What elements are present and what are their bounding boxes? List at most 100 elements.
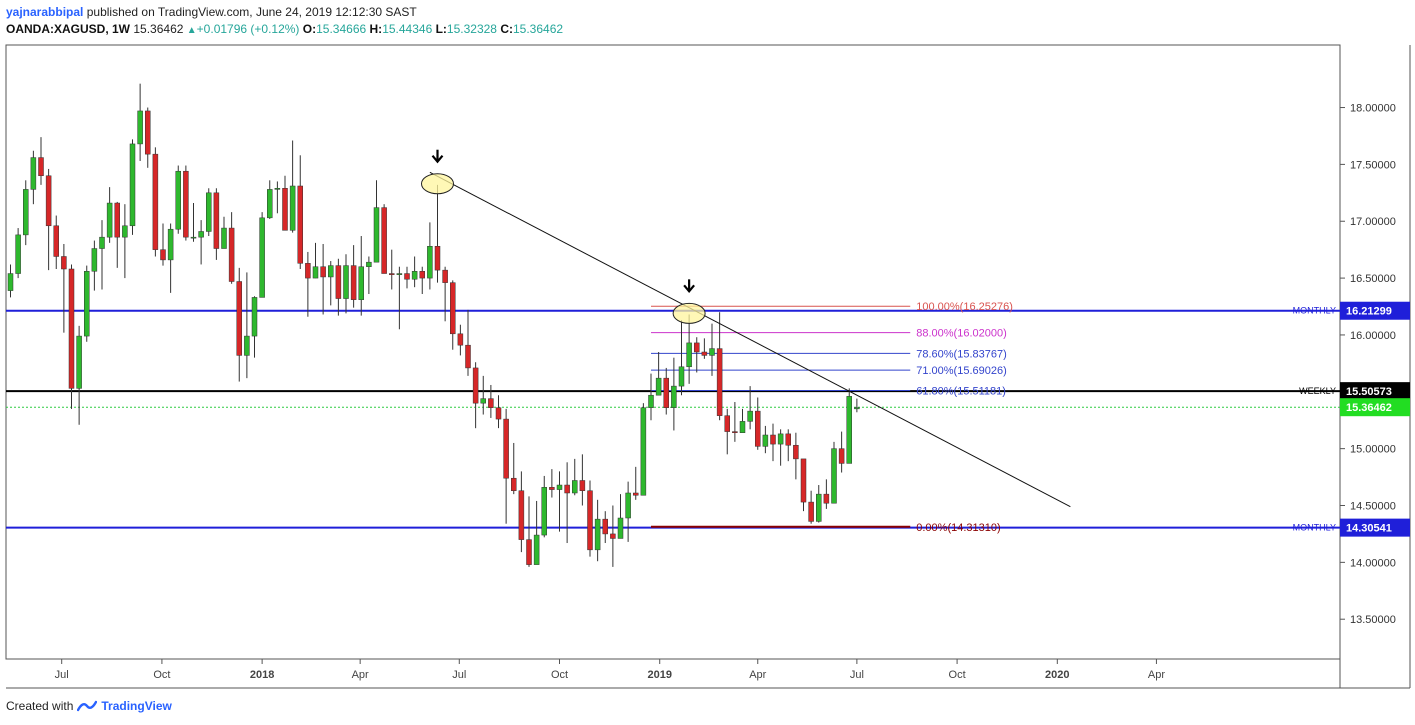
candle-body bbox=[671, 385, 677, 408]
candle-body bbox=[23, 189, 29, 236]
candle-body bbox=[533, 534, 540, 565]
candle-body bbox=[480, 398, 486, 404]
candle-body bbox=[854, 407, 860, 410]
candle-body bbox=[602, 518, 608, 535]
candle-body bbox=[198, 231, 204, 238]
candle-body bbox=[747, 410, 753, 422]
candle-body bbox=[129, 143, 136, 227]
candle-body bbox=[68, 268, 75, 389]
price-axis[interactable]: 18.00000 17.50000 17.00000 16.50000 16.00000… bbox=[1340, 103, 1396, 627]
fibonacci-retracement[interactable]: 100.00%(16.25276) 88.00%(16.02000) 78.60%(… bbox=[651, 301, 1013, 534]
trend-line[interactable] bbox=[429, 171, 1071, 508]
fib-level-label: 78.60%(15.83767) bbox=[916, 348, 1007, 360]
candle-body bbox=[206, 192, 212, 232]
candlestick-series bbox=[7, 83, 860, 567]
candle-body bbox=[30, 157, 37, 190]
y-tick-label: 13.50000 bbox=[1350, 614, 1396, 626]
candle-body bbox=[343, 265, 349, 299]
symbol-label: OANDA:XAGUSD, 1W bbox=[6, 22, 131, 36]
candle-body bbox=[457, 333, 464, 346]
current-price-label: 15.36462 bbox=[1346, 402, 1392, 414]
x-tick-label: 2020 bbox=[1045, 669, 1069, 681]
candle-body bbox=[785, 433, 791, 446]
candle-body bbox=[366, 261, 372, 267]
candle-body bbox=[427, 246, 433, 279]
monthly-price-tag bbox=[1340, 301, 1410, 320]
trend-drawings[interactable] bbox=[421, 149, 1071, 508]
candle-body bbox=[274, 188, 281, 190]
x-tick-label: 2018 bbox=[250, 669, 274, 681]
candle-body bbox=[732, 431, 738, 433]
chart-header: yajnarabbipal published on TradingView.c… bbox=[6, 4, 563, 39]
candle-body bbox=[808, 501, 814, 522]
candle-body bbox=[38, 157, 44, 177]
y-tick-label: 16.50000 bbox=[1350, 273, 1396, 285]
candle-body bbox=[160, 249, 166, 261]
up-triangle-icon: ▲ bbox=[186, 25, 197, 36]
candle-body bbox=[137, 110, 143, 145]
candle-body bbox=[389, 273, 395, 275]
close-label: C: bbox=[500, 22, 513, 36]
candle-body bbox=[678, 366, 685, 387]
candle-body bbox=[777, 433, 784, 445]
candle-body bbox=[633, 492, 639, 496]
candle-body bbox=[167, 228, 174, 261]
tradingview-logo-icon bbox=[77, 700, 98, 712]
candle-body bbox=[434, 246, 441, 271]
candle-body bbox=[709, 348, 715, 356]
y-tick-label: 17.50000 bbox=[1350, 159, 1396, 171]
candle-body bbox=[686, 342, 692, 368]
candle-body bbox=[7, 273, 14, 291]
candle-body bbox=[114, 202, 120, 238]
candle-body bbox=[45, 175, 52, 227]
footer: Created with TradingView bbox=[6, 699, 172, 713]
low-value: 15.32328 bbox=[446, 22, 497, 36]
monthly-level-text: MONTHLY bbox=[1293, 306, 1336, 316]
candle-body bbox=[312, 266, 319, 279]
candle-body bbox=[267, 189, 273, 219]
x-tick-label: 2019 bbox=[647, 669, 671, 681]
publish-line: yajnarabbipal published on TradingView.c… bbox=[6, 4, 563, 21]
candle-body bbox=[770, 434, 776, 445]
candle-body bbox=[228, 227, 235, 282]
fib-level-label: 61.80%(15.51181) bbox=[916, 385, 1006, 397]
fib-level-label: 100.00%(16.25276) bbox=[916, 301, 1013, 313]
candle-body bbox=[465, 344, 471, 369]
candle-body bbox=[625, 492, 631, 519]
y-tick-label: 14.50000 bbox=[1350, 501, 1396, 513]
time-axis[interactable]: Jul Oct 2018 Apr Jul Oct 2019 Apr Jul Oct 2020 Apr bbox=[55, 659, 1166, 681]
ohlc-line: OANDA:XAGUSD, 1W 15.36462 ▲+0.01796 (+0.… bbox=[6, 21, 563, 39]
candle-body bbox=[724, 415, 730, 432]
candle-body bbox=[793, 444, 799, 460]
candle-body bbox=[419, 271, 425, 279]
candle-body bbox=[244, 335, 250, 356]
candle-body bbox=[503, 418, 509, 479]
monthly-price-label: 16.21299 bbox=[1346, 306, 1392, 318]
candle-body bbox=[152, 153, 159, 250]
tradingview-brand-link[interactable]: TradingView bbox=[101, 699, 172, 713]
x-tick-label: Jul bbox=[55, 669, 69, 681]
x-tick-label: Apr bbox=[749, 669, 766, 681]
candle-body bbox=[640, 407, 647, 496]
candle-body bbox=[76, 335, 82, 389]
monthly-level-text: MONTHLY bbox=[1293, 523, 1336, 533]
candle-body bbox=[541, 487, 547, 536]
candle-body bbox=[579, 480, 586, 491]
highlight-ellipse[interactable] bbox=[421, 173, 454, 195]
candle-body bbox=[297, 185, 303, 264]
candle-body bbox=[823, 493, 830, 504]
weekly-price-tag bbox=[1340, 382, 1410, 401]
candle-body bbox=[145, 110, 151, 155]
candle-body bbox=[518, 490, 525, 540]
monthly-price-tag bbox=[1340, 518, 1410, 537]
fib-level-label: 0.00%(14.31310) bbox=[916, 522, 1000, 534]
candle-body bbox=[91, 248, 98, 272]
weekly-price-label: 15.50573 bbox=[1346, 386, 1392, 398]
last-price: 15.36462 bbox=[133, 22, 184, 36]
close-value: 15.36462 bbox=[513, 22, 564, 36]
highlight-ellipse[interactable] bbox=[672, 302, 706, 324]
x-tick-label: Jul bbox=[850, 669, 864, 681]
candle-body bbox=[755, 410, 761, 447]
author-link[interactable]: yajnarabbipal bbox=[6, 5, 84, 19]
